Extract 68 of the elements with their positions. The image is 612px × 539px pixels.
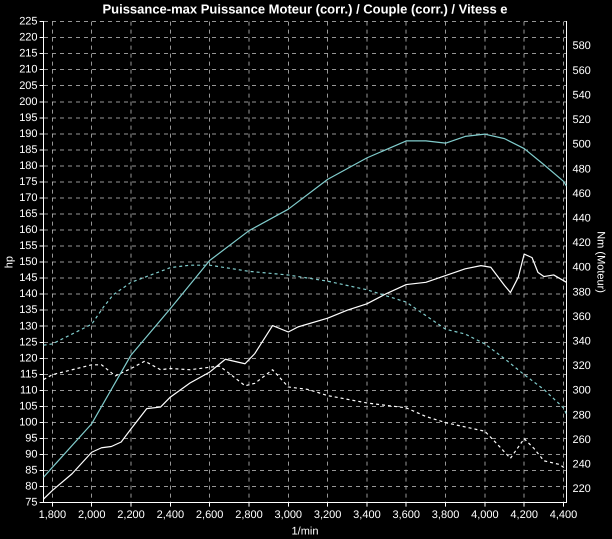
y2-tick-label: 580: [572, 40, 591, 52]
y2-tick-label: 340: [572, 335, 591, 348]
y-tick-label: 190: [19, 128, 38, 140]
x-tick-label: 3,200: [314, 509, 342, 522]
y-tick-label: 130: [19, 320, 38, 332]
y2-tick-label: 460: [572, 188, 591, 200]
y-tick-label: 95: [25, 432, 38, 444]
y-tick-label: 75: [25, 496, 38, 509]
y2-tick-label: 320: [572, 360, 591, 372]
y-tick-label: 135: [19, 304, 38, 316]
x-tick-label: 3,000: [274, 509, 302, 522]
y-tick-label: 220: [19, 32, 38, 44]
y-tick-label: 125: [19, 336, 38, 348]
y-tick-label: 225: [19, 16, 38, 28]
y2-tick-label: 480: [572, 163, 591, 176]
y-tick-label: 85: [25, 464, 38, 477]
y-tick-label: 160: [19, 224, 38, 236]
y-tick-label: 110: [20, 384, 38, 396]
y2-tick-label: 440: [572, 212, 591, 224]
y-tick-label: 145: [19, 272, 38, 284]
x-tick-label: 3,600: [392, 509, 420, 522]
y2-tick-label: 300: [572, 384, 591, 397]
y-tick-label: 200: [19, 96, 38, 108]
x-tick-label: 2,200: [117, 509, 145, 522]
y-tick-label: 90: [25, 448, 38, 461]
y2-tick-label: 500: [572, 138, 591, 151]
x-tick-label: 2,600: [196, 509, 224, 522]
y-tick-label: 195: [19, 112, 38, 124]
y-tick-label: 215: [19, 48, 38, 60]
x-tick-label: 4,200: [510, 509, 538, 522]
y-tick-label: 165: [19, 208, 38, 220]
x-tick-label: 1,800: [38, 509, 66, 522]
x-axis-title: 1/min: [292, 525, 318, 538]
x-tick-label: 3,800: [432, 509, 460, 522]
y2-tick-label: 400: [572, 262, 591, 274]
y-tick-label: 155: [19, 240, 38, 252]
y-tick-label: 120: [19, 352, 38, 364]
y2-tick-label: 360: [572, 310, 591, 323]
y2-tick-label: 380: [572, 286, 591, 298]
x-tick-label: 2,400: [156, 509, 184, 522]
y2-tick-label: 240: [572, 458, 591, 470]
y-tick-label: 150: [19, 256, 38, 268]
x-tick-label: 4,400: [550, 509, 578, 522]
y-tick-label: 105: [19, 400, 38, 412]
y-tick-label: 80: [25, 480, 38, 493]
y2-tick-label: 220: [572, 483, 591, 496]
y2-axis-title: Nm (Moteur): [594, 231, 606, 293]
x-tick-label: 2,000: [78, 509, 106, 522]
chart-title: Puissance-max Puissance Moteur (corr.) / Couple (corr.) / Vitess e: [102, 1, 508, 16]
y-tick-label: 180: [19, 160, 38, 172]
y2-tick-label: 560: [572, 64, 591, 77]
y-tick-label: 100: [19, 416, 38, 428]
y2-tick-label: 520: [572, 114, 591, 126]
y-tick-label: 175: [19, 176, 38, 188]
x-tick-label: 2,800: [235, 509, 263, 522]
y2-tick-label: 420: [572, 237, 591, 250]
y-tick-label: 210: [19, 64, 38, 76]
y-axis-title: hp: [4, 256, 16, 268]
y2-tick-label: 260: [572, 434, 591, 446]
y2-tick-label: 280: [572, 409, 591, 422]
y-tick-label: 170: [19, 192, 38, 204]
y-tick-label: 140: [19, 288, 38, 300]
x-tick-label: 3,400: [353, 509, 381, 522]
y-tick-label: 115: [20, 368, 38, 380]
x-tick-label: 4,000: [471, 509, 499, 522]
y2-tick-label: 540: [572, 89, 591, 102]
y-tick-label: 205: [19, 80, 38, 92]
y-tick-label: 185: [19, 144, 38, 156]
